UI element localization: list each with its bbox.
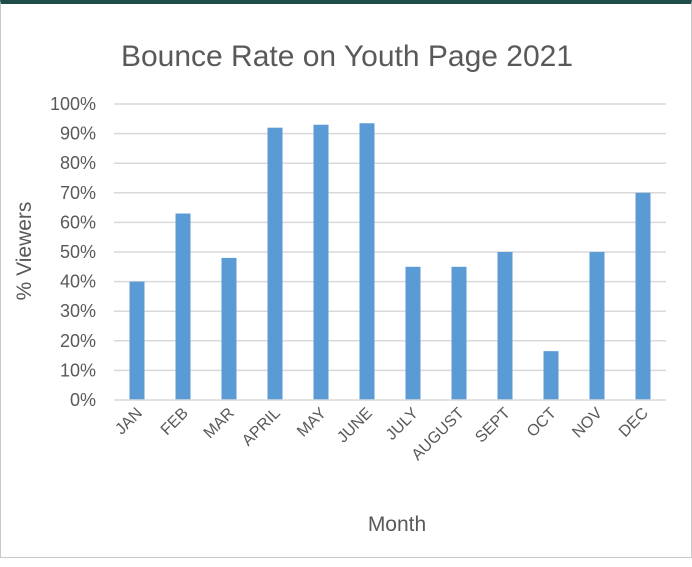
bar-jan <box>129 281 145 400</box>
x-tick-label: SEPT <box>472 405 514 447</box>
y-tick-label: 80% <box>60 153 96 173</box>
gridlines <box>114 103 666 372</box>
bars <box>129 123 651 401</box>
x-axis-title: Month <box>368 513 426 536</box>
x-tick-label: FEB <box>158 405 192 439</box>
y-tick-label: 0% <box>70 390 96 410</box>
bar-july <box>405 266 421 400</box>
y-tick-label: 90% <box>60 124 96 144</box>
x-tick-label: OCT <box>524 405 560 441</box>
x-tick-label: JULY <box>383 405 422 444</box>
y-tick-label: 20% <box>60 331 96 351</box>
bar-april <box>267 127 283 401</box>
chart-title: Bounce Rate on Youth Page 2021 <box>121 40 573 73</box>
x-tick-label: NOV <box>569 405 606 442</box>
x-tick-label: DEC <box>616 405 652 441</box>
y-tick-label: 10% <box>60 360 96 380</box>
bar-oct <box>543 351 559 400</box>
x-tick-label: JAN <box>112 405 145 438</box>
y-tick-label: 70% <box>60 183 96 203</box>
x-tick-label: MAR <box>201 405 238 442</box>
x-tick-label: JUNE <box>334 405 376 447</box>
bar-dec <box>635 192 651 400</box>
bar-nov <box>589 252 605 400</box>
y-tick-label: 100% <box>50 94 96 114</box>
y-tick-label: 30% <box>60 301 96 321</box>
bar-mar <box>221 257 237 400</box>
bar-may <box>313 124 329 400</box>
bar-chart: Bounce Rate on Youth Page 2021 0% 10% 20% 3… <box>13 40 666 536</box>
y-axis-ticks: 0% 10% 20% 30% 40% 50% 60% 70% 80% 90% 100% <box>50 94 96 410</box>
y-tick-label: 50% <box>60 242 96 262</box>
bar-feb <box>175 213 191 400</box>
bar-august <box>451 266 467 400</box>
x-tick-label: APRIL <box>239 405 284 450</box>
y-axis-title: % Viewers <box>13 202 36 301</box>
bar-june <box>359 123 375 401</box>
y-tick-label: 60% <box>60 212 96 232</box>
y-tick-label: 40% <box>60 272 96 292</box>
x-tick-label: MAY <box>294 405 330 441</box>
bar-sept <box>497 252 513 400</box>
